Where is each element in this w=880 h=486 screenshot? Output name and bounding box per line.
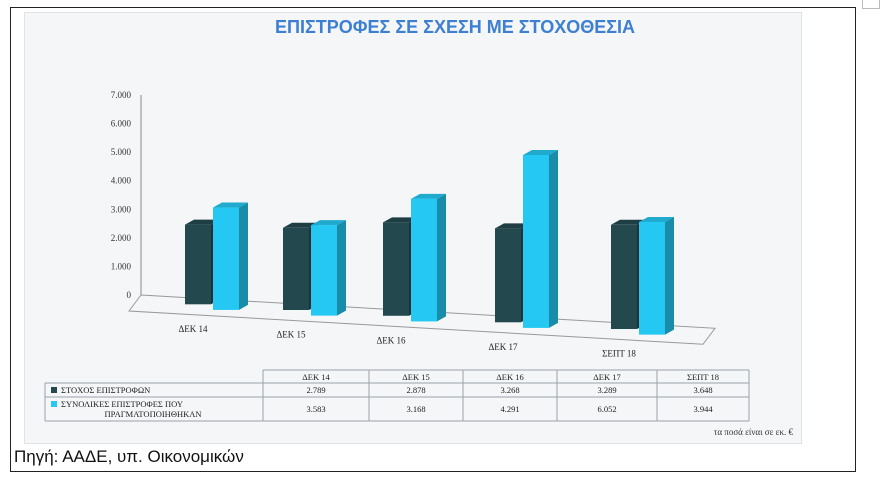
data-label: 2.789 — [306, 385, 325, 395]
bar-front — [283, 227, 309, 310]
bar-top — [213, 202, 248, 208]
x-tick-label: ΔΕΚ 15 — [276, 330, 306, 340]
data-label: 2.878 — [406, 385, 425, 395]
bar-side — [549, 149, 558, 328]
bar-side — [437, 193, 446, 322]
data-label: 3.268 — [500, 385, 519, 395]
bar-front — [383, 222, 409, 316]
bar — [639, 216, 674, 335]
bar-side — [239, 202, 248, 310]
page-corner — [862, 0, 880, 9]
data-label: 3.648 — [693, 385, 712, 395]
data-label: 3.583 — [306, 404, 325, 414]
data-label: 6.052 — [597, 404, 616, 414]
bar-front — [639, 221, 665, 335]
data-label: 4.291 — [500, 404, 519, 414]
unit-note: τα ποσά είναι σε εκ. € — [714, 427, 794, 437]
bar-top — [311, 220, 346, 226]
y-tick-label: 0 — [127, 290, 132, 300]
series-name: ΣΥΝΟΛΙΚΕΣ ΕΠΙΣΤΡΟΦΕΣ ΠΟΥ — [61, 399, 183, 409]
bar-front — [411, 198, 437, 322]
x-tick-label: ΣΕΠΤ 18 — [602, 349, 636, 359]
bar — [411, 193, 446, 322]
table-header-cell: ΔΕΚ 14 — [302, 372, 330, 382]
bar — [213, 202, 248, 310]
y-tick-label: 7.000 — [111, 90, 132, 100]
bar — [523, 149, 558, 328]
bar-side — [665, 216, 674, 335]
chart-title: ΕΠΙΣΤΡΟΦΕΣ ΣΕ ΣΧΕΣΗ ΜΕ ΣΤΟΧΟΘΕΣΙΑ — [275, 17, 635, 37]
y-tick-label: 3.000 — [111, 204, 132, 214]
x-tick-label: ΔΕΚ 14 — [178, 324, 208, 334]
y-tick-label: 5.000 — [111, 147, 132, 157]
bar-front — [523, 154, 549, 328]
source-note: Πηγή: ΑΑΔΕ, υπ. Οικονομικών — [14, 447, 244, 466]
x-tick-label: ΔΕΚ 16 — [376, 336, 406, 346]
series-name: ΣΤΟΧΟΣ ΕΠΙΣΤΡΟΦΩΝ — [61, 385, 150, 395]
axis-layer: 0 1.000 2.000 3.000 4.000 5.000 6.000 7.000 ΔΕΚ … — [111, 90, 716, 359]
x-tick-label: ΔΕΚ 17 — [488, 342, 518, 352]
bar-front — [213, 207, 239, 310]
table-header-cell: ΔΕΚ 16 — [496, 372, 523, 382]
bar-top — [411, 193, 446, 199]
data-label: 3.944 — [693, 404, 713, 414]
bar-front — [311, 225, 337, 316]
data-label: 3.168 — [406, 404, 425, 414]
bar-side — [337, 220, 346, 316]
bar-top — [283, 222, 318, 228]
series-name: ΠΡΑΓΜΑΤΟΠΟΙΗΘΗΚΑΝ — [104, 409, 201, 419]
chart-panel: ΕΠΙΣΤΡΟΦΕΣ ΣΕ ΣΧΕΣΗ ΜΕ ΣΤΟΧΟΘΕΣΙΑ 0 1.000… — [24, 12, 802, 444]
bar-top — [383, 217, 418, 223]
bar — [311, 220, 346, 316]
table-header-cell: ΔΕΚ 17 — [593, 372, 620, 382]
data-table: ΔΕΚ 14 ΔΕΚ 15 ΔΕΚ 16 ΔΕΚ 17 ΣΕΠΤ 18 ΣΤΟΧΟΣ ΕΠ… — [44, 369, 750, 422]
table-header-cell: ΔΕΚ 15 — [402, 372, 429, 382]
bar-top — [523, 149, 558, 155]
bar-top — [495, 223, 530, 229]
y-tick-label: 1.000 — [111, 261, 132, 271]
bar-front — [495, 228, 521, 323]
y-tick-label: 4.000 — [111, 176, 132, 186]
y-tick-label: 6.000 — [111, 119, 132, 129]
legend-swatch — [51, 401, 57, 407]
bar-front — [611, 224, 637, 330]
bar-top — [639, 216, 674, 222]
bar-front — [185, 224, 211, 305]
bar-top — [611, 219, 646, 225]
y-tick-label: 2.000 — [111, 233, 132, 243]
data-label: 3.289 — [597, 385, 616, 395]
table-header-cell: ΣΕΠΤ 18 — [687, 372, 719, 382]
bars-layer — [185, 149, 674, 335]
legend-swatch — [51, 387, 57, 393]
bar-top — [185, 219, 220, 225]
returns-vs-target-chart: ΕΠΙΣΤΡΟΦΕΣ ΣΕ ΣΧΕΣΗ ΜΕ ΣΤΟΧΟΘΕΣΙΑ 0 1.000… — [44, 17, 794, 437]
